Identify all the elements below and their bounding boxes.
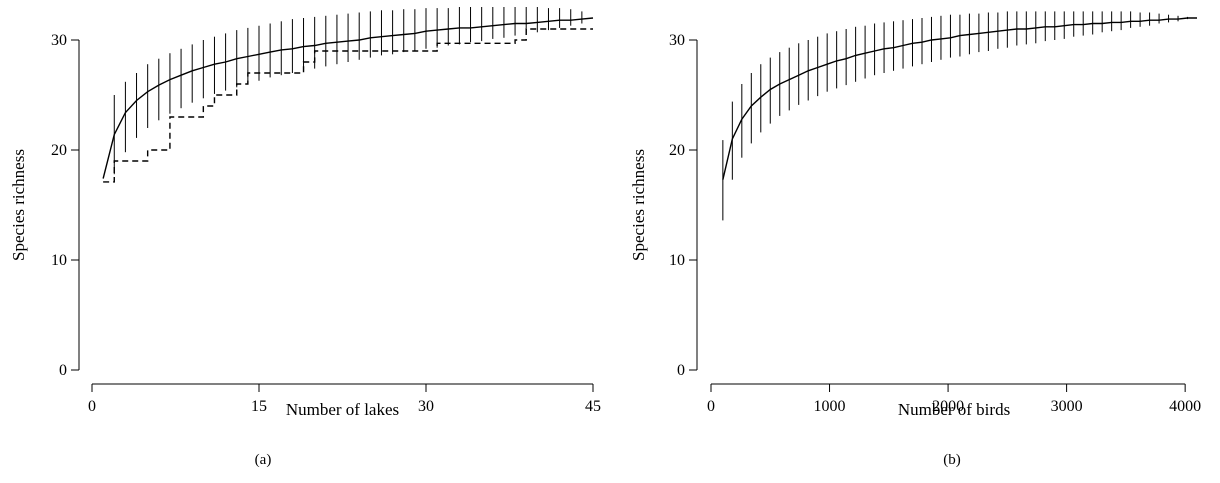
y-tick-label: 0 xyxy=(59,362,67,379)
panel-label: (b) xyxy=(943,452,961,468)
y-axis-title: Species richness xyxy=(629,149,648,261)
chart-panel-1: 0 10 20 30 0 15 30 45 Number of lakes Species ric… xyxy=(9,7,601,468)
x-axis-title: Number of lakes xyxy=(286,400,399,419)
x-tick-label: 4000 xyxy=(1169,398,1201,415)
observed-richness-line xyxy=(103,28,593,183)
x-axis-title: Number of birds xyxy=(898,400,1010,419)
x-tick-label: 2000 xyxy=(932,398,964,415)
y-tick-label: 10 xyxy=(669,252,685,269)
panel-label: (a) xyxy=(255,452,272,468)
y-tick-label: 10 xyxy=(51,252,67,269)
y-tick-label: 30 xyxy=(51,32,67,49)
x-tick-label: 30 xyxy=(418,398,434,415)
y-tick-label: 20 xyxy=(669,142,685,159)
y-tick-label: 20 xyxy=(51,142,67,159)
x-tick-label: 1000 xyxy=(814,398,846,415)
x-tick-label: 0 xyxy=(707,398,715,415)
x-tick-label: 3000 xyxy=(1051,398,1083,415)
rarefaction-curve xyxy=(102,17,594,179)
rarefaction-curve xyxy=(722,17,1197,180)
chart-panels: 0 10 20 30 0 15 30 45 Number of lakes Species ric… xyxy=(9,7,1201,468)
y-tick-label: 30 xyxy=(669,32,685,49)
x-tick-label: 15 xyxy=(251,398,267,415)
x-tick-label: 45 xyxy=(585,398,601,415)
y-tick-label: 0 xyxy=(677,362,685,379)
chart-panel-2: 0 10 20 30 0 1000 2000 3000 4000 Number of birds S… xyxy=(629,11,1201,468)
x-tick-label: 0 xyxy=(88,398,96,415)
y-axis-title: Species richness xyxy=(9,149,28,261)
